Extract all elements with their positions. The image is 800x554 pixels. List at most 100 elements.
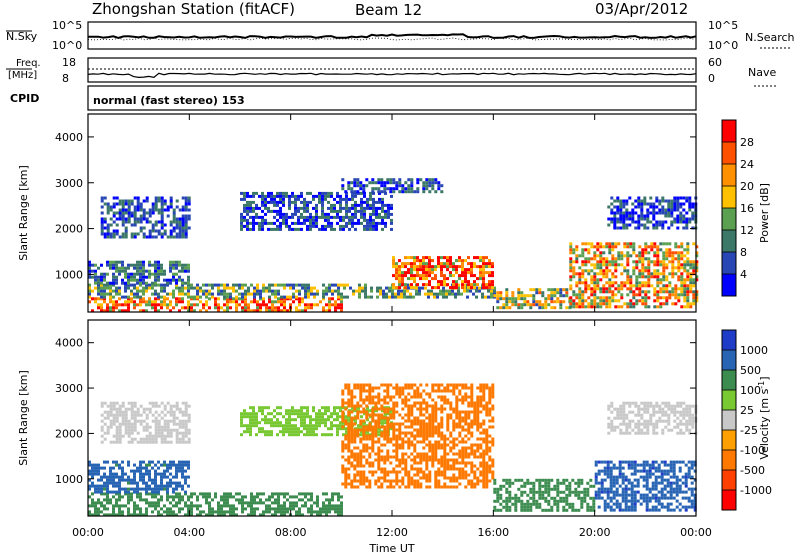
heatmap-cell <box>359 398 363 402</box>
heatmap-cell <box>172 460 175 464</box>
heatmap-cell <box>587 257 591 261</box>
heatmap-cell <box>578 254 582 258</box>
heatmap-cell <box>458 455 462 459</box>
heatmap-cell <box>148 434 152 438</box>
heatmap-cell <box>166 475 169 479</box>
heatmap-cell <box>499 294 503 298</box>
heatmap-cell <box>404 434 408 438</box>
heatmap-cell <box>350 422 354 426</box>
heatmap-cell <box>276 209 279 213</box>
heatmap-cell <box>578 296 582 300</box>
heatmap-cell <box>340 513 343 517</box>
heatmap-cell <box>124 232 128 236</box>
heatmap-cell <box>340 283 343 287</box>
heatmap-cell <box>193 492 196 496</box>
heatmap-cell <box>130 401 134 405</box>
heatmap-cell <box>148 501 151 505</box>
heatmap-cell <box>244 501 247 505</box>
heatmap-cell <box>341 410 345 414</box>
heatmap-cell <box>331 498 334 502</box>
heatmap-cell <box>416 178 420 182</box>
heatmap-cell <box>386 178 390 182</box>
heatmap-cell <box>626 293 630 297</box>
heatmap-cell <box>325 513 328 517</box>
heatmap-cell <box>496 297 500 301</box>
heatmap-cell <box>289 283 292 287</box>
heatmap-cell <box>416 461 420 465</box>
heatmap-cell <box>103 513 106 517</box>
heatmap-cell <box>369 218 372 222</box>
heatmap-cell <box>136 266 139 270</box>
heatmap-cell <box>439 289 442 293</box>
heatmap-cell <box>380 485 384 489</box>
heatmap-cell <box>151 208 155 212</box>
heatmap-cell <box>348 227 351 231</box>
heatmap-cell <box>381 409 384 413</box>
heatmap-cell <box>419 434 423 438</box>
heatmap-cell <box>97 297 100 301</box>
heatmap-cell <box>97 275 100 279</box>
heatmap-cell <box>461 440 465 444</box>
heatmap-cell <box>538 300 542 304</box>
heatmap-cell <box>166 278 169 282</box>
heatmap-cell <box>440 431 444 435</box>
heatmap-cell <box>523 294 527 298</box>
heatmap-cell <box>668 296 672 300</box>
heatmap-cell <box>640 208 644 212</box>
heatmap-cell <box>341 425 345 429</box>
heatmap-cell <box>434 181 438 185</box>
heatmap-cell <box>644 248 648 252</box>
heatmap-cell <box>656 251 660 255</box>
heatmap-cell <box>404 404 408 408</box>
heatmap-cell <box>351 218 354 222</box>
heatmap-cell <box>343 283 346 287</box>
heatmap-cell <box>392 485 396 489</box>
heatmap-cell <box>388 286 391 290</box>
heatmap-cell <box>632 302 636 306</box>
heatmap-cell <box>689 260 693 264</box>
heatmap-cell <box>689 281 693 285</box>
heatmap-cell <box>455 422 459 426</box>
heatmap-cell <box>578 293 582 297</box>
heatmap-cell <box>421 286 424 290</box>
heatmap-cell <box>118 303 121 307</box>
heatmap-cell <box>142 226 146 230</box>
heatmap-cell <box>647 296 651 300</box>
heatmap-cell <box>289 295 292 299</box>
heatmap-cell <box>157 292 160 296</box>
heatmap-cell <box>169 281 172 285</box>
heatmap-cell <box>634 220 638 224</box>
heatmap-cell <box>243 191 246 195</box>
heatmap-cell <box>360 200 363 204</box>
heatmap-cell <box>220 495 223 499</box>
heatmap-cell <box>187 437 191 441</box>
heatmap-cell <box>428 181 432 185</box>
heatmap-cell <box>178 289 181 293</box>
heatmap-cell <box>377 485 381 489</box>
heatmap-cell <box>384 212 387 216</box>
heatmap-cell <box>377 455 381 459</box>
heatmap-cell <box>291 215 294 219</box>
heatmap-cell <box>336 209 339 213</box>
heatmap-cell <box>160 226 164 230</box>
heatmap-cell <box>280 295 283 299</box>
heatmap-cell <box>410 467 414 471</box>
heatmap-cell <box>178 410 182 414</box>
heatmap-cell <box>446 485 450 489</box>
heatmap-cell <box>154 428 158 432</box>
heatmap-cell <box>377 437 381 441</box>
heatmap-cell <box>614 266 618 270</box>
heatmap-cell <box>160 217 164 221</box>
heatmap-cell <box>115 263 118 267</box>
heatmap-cell <box>255 424 258 428</box>
heatmap-cell <box>584 284 588 288</box>
heatmap-cell <box>623 242 627 246</box>
heatmap-cell <box>276 191 279 195</box>
heatmap-cell <box>136 484 139 488</box>
heatmap-cell <box>310 510 313 514</box>
heatmap-cell <box>364 286 367 290</box>
heatmap-cell <box>324 409 327 413</box>
heatmap-cell <box>377 422 381 426</box>
heatmap-cell <box>336 433 339 437</box>
